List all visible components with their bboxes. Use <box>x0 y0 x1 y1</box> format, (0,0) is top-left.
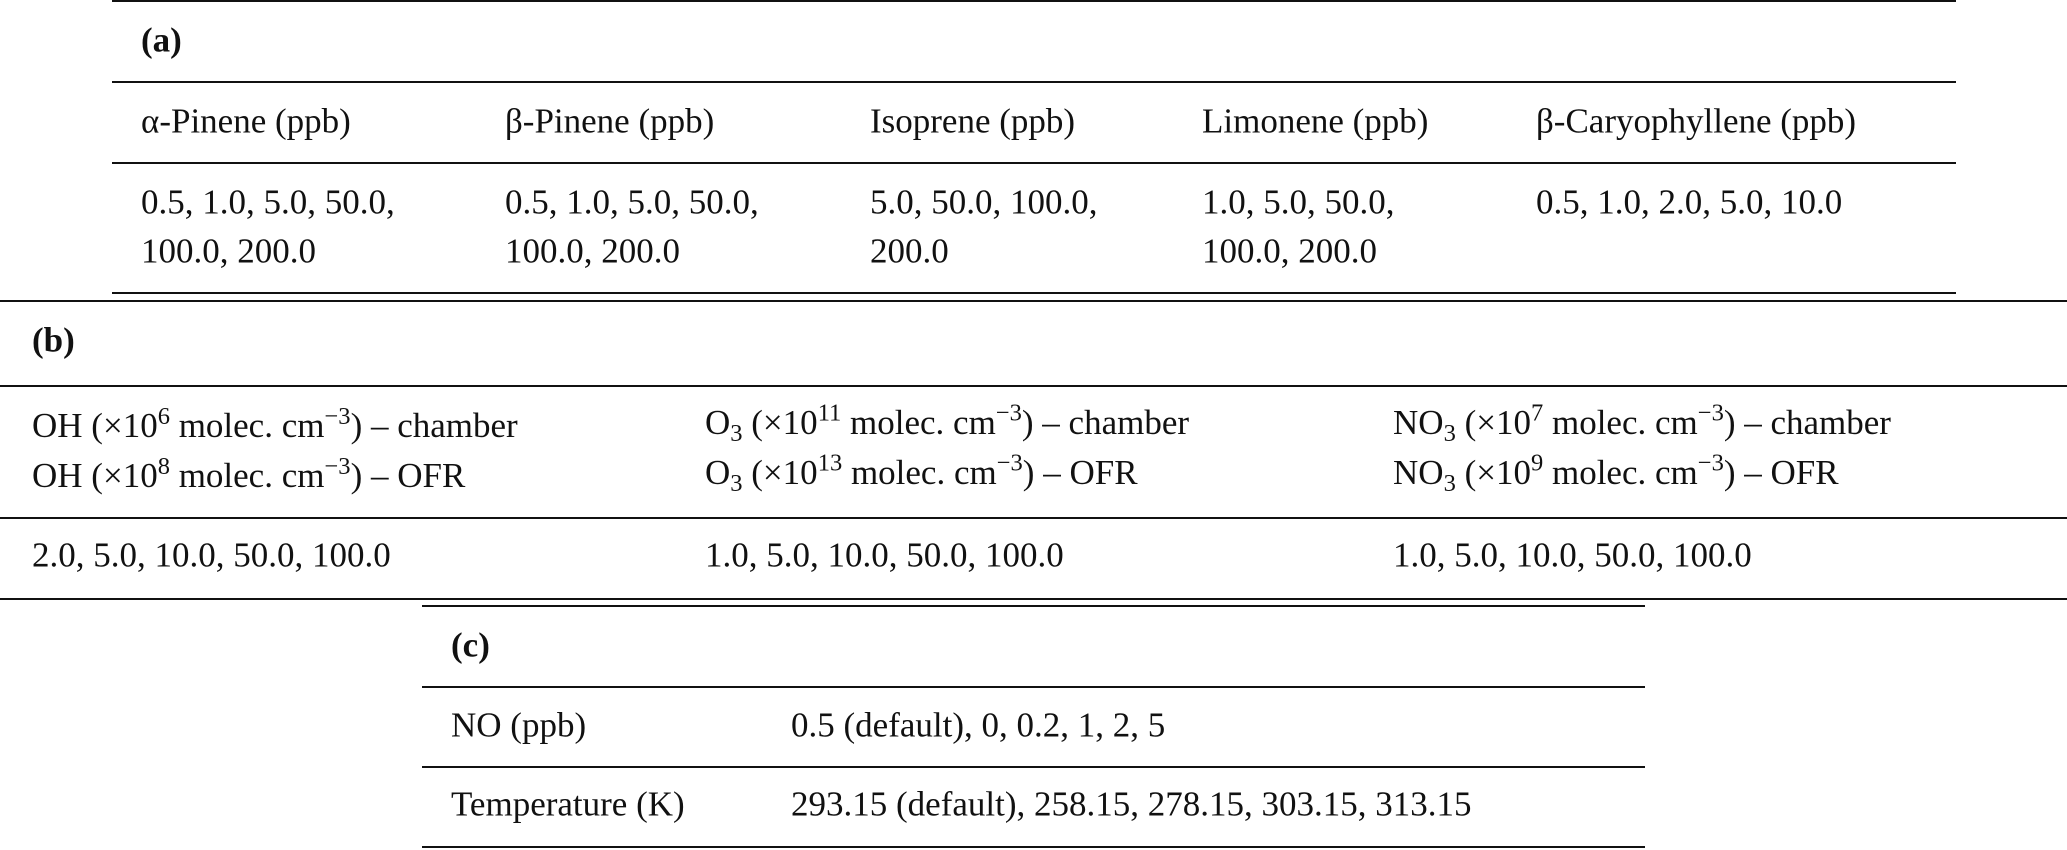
text-segment: ) – OFR <box>350 456 466 496</box>
rule <box>0 300 2067 302</box>
cell-text: NO (ppb) <box>451 705 587 745</box>
cell-text: Isoprene (ppb) <box>870 101 1076 141</box>
text-segment: OH (×10 <box>32 406 158 446</box>
text-segment: molec. cm <box>169 406 325 446</box>
text-segment: (×10 <box>742 452 818 492</box>
text-segment: NO <box>1393 452 1444 492</box>
rule <box>0 385 2067 387</box>
text-segment: 13 <box>817 449 843 477</box>
rule <box>112 292 1956 294</box>
text-segment: (×10 <box>1455 402 1531 442</box>
cell-text: 0.5, 1.0, 5.0, 50.0, <box>141 182 395 222</box>
cell-text: NO3 (×109 molec. cm−3) – OFR <box>1393 451 1839 496</box>
cell-text: OH (×108 molec. cm−3) – OFR <box>32 452 466 496</box>
cell-text: Temperature (K) <box>451 784 685 824</box>
text-segment: (×10 <box>1455 452 1531 492</box>
text-segment: O <box>705 452 731 492</box>
cell-text: 100.0, 200.0 <box>141 231 316 271</box>
cell-text: NO3 (×107 molec. cm−3) – chamber <box>1393 401 1891 446</box>
cell-text: 2.0, 5.0, 10.0, 50.0, 100.0 <box>32 535 391 575</box>
text-segment: 11 <box>817 399 842 427</box>
text-segment: 9 <box>1530 449 1544 477</box>
cell-text: O3 (×1013 molec. cm−3) – OFR <box>705 451 1138 496</box>
cell-text: 100.0, 200.0 <box>505 231 680 271</box>
rule <box>422 846 1645 848</box>
cell-text: 200.0 <box>870 231 949 271</box>
rule <box>0 517 2067 519</box>
text-segment: 3 <box>1443 420 1456 448</box>
rule <box>422 605 1645 607</box>
text-segment: −3 <box>995 399 1022 427</box>
rule <box>112 162 1956 164</box>
cell-text: 293.15 (default), 258.15, 278.15, 303.15… <box>791 784 1472 824</box>
text-segment: ) – chamber <box>350 406 518 446</box>
text-segment: 6 <box>157 402 170 430</box>
cell-text: 1.0, 5.0, 10.0, 50.0, 100.0 <box>705 535 1064 575</box>
rule <box>112 0 1956 2</box>
cell-text: 1.0, 5.0, 50.0, <box>1202 182 1395 222</box>
cell-text: 1.0, 5.0, 10.0, 50.0, 100.0 <box>1393 535 1752 575</box>
cell-text: α-Pinene (ppb) <box>141 101 351 141</box>
text-segment: molec. cm <box>169 456 325 496</box>
table-label: (c) <box>451 625 490 665</box>
rule <box>422 766 1645 768</box>
text-segment: molec. cm <box>842 452 997 492</box>
rule <box>422 686 1645 688</box>
text-segment: −3 <box>1697 399 1724 427</box>
text-segment: −3 <box>1697 449 1724 477</box>
cell-text: 100.0, 200.0 <box>1202 231 1377 271</box>
text-segment: 7 <box>1530 399 1544 427</box>
text-segment: 8 <box>157 452 170 480</box>
cell-text: OH (×106 molec. cm−3) – chamber <box>32 402 518 446</box>
text-segment: (×10 <box>742 402 818 442</box>
cell-text: O3 (×1011 molec. cm−3) – chamber <box>705 401 1189 446</box>
text-segment: molec. cm <box>1543 402 1698 442</box>
text-segment: 3 <box>730 470 743 498</box>
rule <box>0 598 2067 600</box>
table-label: (a) <box>141 20 182 60</box>
table-label: (b) <box>32 320 75 360</box>
rule <box>112 81 1956 83</box>
text-segment: molec. cm <box>1543 452 1698 492</box>
text-segment: NO <box>1393 402 1444 442</box>
cell-text: 0.5, 1.0, 2.0, 5.0, 10.0 <box>1536 182 1843 222</box>
cell-text: Limonene (ppb) <box>1202 101 1429 141</box>
cell-text: β-Caryophyllene (ppb) <box>1536 101 1857 141</box>
text-segment: −3 <box>324 402 351 430</box>
cell-text: 0.5 (default), 0, 0.2, 1, 2, 5 <box>791 705 1166 745</box>
text-segment: ) – OFR <box>1723 452 1839 492</box>
text-segment: OH (×10 <box>32 456 158 496</box>
cell-text: 0.5, 1.0, 5.0, 50.0, <box>505 182 759 222</box>
text-segment: ) – chamber <box>1021 402 1190 442</box>
text-segment: 3 <box>1443 470 1456 498</box>
text-segment: O <box>705 402 731 442</box>
text-segment: ) – chamber <box>1723 402 1891 442</box>
text-segment: 3 <box>730 420 743 448</box>
text-segment: −3 <box>996 449 1023 477</box>
text-segment: molec. cm <box>841 402 996 442</box>
cell-text: β-Pinene (ppb) <box>505 101 715 141</box>
cell-text: 5.0, 50.0, 100.0, <box>870 182 1098 222</box>
text-segment: ) – OFR <box>1022 452 1138 492</box>
text-segment: −3 <box>324 452 351 480</box>
